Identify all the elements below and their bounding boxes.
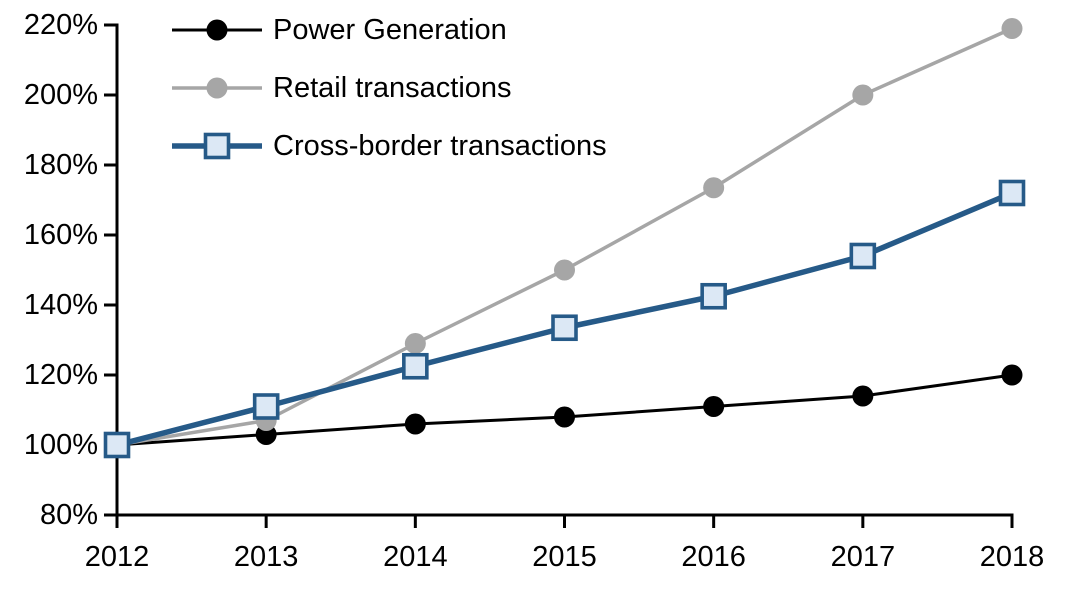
series-cross-border-transactions: [103, 179, 1026, 459]
data-point-marker-circle: [1001, 364, 1023, 386]
data-point-marker-circle: [206, 77, 228, 99]
data-point-marker-square: [551, 314, 578, 342]
data-point-marker-square: [252, 393, 280, 420]
data-point-marker-square: [103, 431, 131, 459]
data-point-marker-circle: [852, 84, 874, 106]
x-tick-label: 2015: [532, 541, 597, 573]
x-tick-label: 2016: [681, 541, 746, 573]
x-tick-label: 2018: [980, 541, 1045, 573]
legend: Power Generation Retail transactions Cross…: [172, 14, 607, 162]
data-point-marker-circle: [852, 385, 874, 407]
data-point-marker-circle: [703, 396, 725, 417]
data-point-marker-circle: [404, 413, 426, 435]
x-tick-label: 2017: [831, 541, 896, 573]
data-point-marker-circle: [554, 406, 575, 428]
data-point-marker-square: [700, 282, 727, 310]
data-point-marker-circle: [206, 19, 228, 41]
series-retail-transactions: [106, 18, 1023, 456]
legend-label: Retail transactions: [273, 72, 512, 104]
series-line: [116, 26, 1013, 447]
y-tick-label: 100%: [24, 429, 98, 461]
data-point-marker-circle: [703, 177, 725, 199]
legend-label: Cross-border transactions: [273, 130, 607, 162]
y-tick-label: 180%: [24, 149, 98, 181]
data-point-marker-circle: [404, 333, 426, 354]
x-tick-label: 2014: [383, 541, 448, 573]
data-point-marker-square: [203, 132, 231, 160]
y-tick-label: 80%: [40, 499, 98, 531]
data-point-marker-circle: [554, 259, 575, 281]
data-point-marker-square: [402, 352, 429, 380]
data-point-marker-square: [849, 242, 877, 270]
data-point-marker-circle: [1001, 18, 1023, 39]
legend-item: Retail transactions: [172, 72, 512, 104]
y-tick-label: 140%: [24, 289, 98, 321]
y-tick-label: 160%: [24, 219, 98, 251]
legend-item: Power Generation: [172, 14, 507, 46]
y-tick-label: 120%: [24, 359, 98, 391]
y-tick-label: 200%: [24, 79, 98, 111]
x-tick-label: 2012: [85, 541, 150, 573]
legend-label: Power Generation: [273, 14, 507, 46]
x-tick-label: 2013: [234, 541, 299, 573]
y-tick-label: 220%: [24, 9, 98, 41]
data-point-marker-square: [998, 179, 1026, 207]
legend-item: Cross-border transactions: [172, 130, 607, 162]
